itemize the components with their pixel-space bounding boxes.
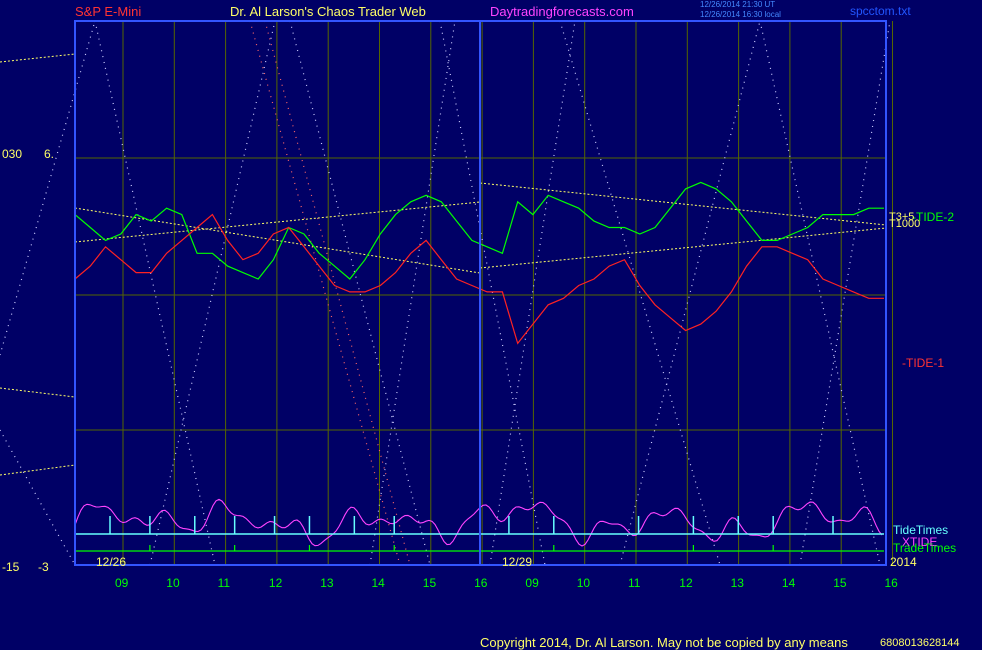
xtide-label: XTIDE (902, 535, 938, 549)
hour-tick-label: 16 (884, 576, 898, 590)
channel-left-bot (0, 464, 76, 476)
dot-a (0, 20, 96, 356)
dot-l (799, 20, 891, 566)
grid-lines (75, 21, 893, 565)
left-scale-label-030: 030 (2, 147, 23, 161)
time-band-dotted-lines (0, 20, 891, 566)
hour-tick-label: 10 (166, 576, 180, 590)
date-label-2: 12/29 (502, 555, 533, 569)
symbol-title: S&P E-Mini (75, 4, 142, 19)
channel-4 (479, 227, 887, 269)
year-label: 2014 (890, 555, 917, 569)
left-scale-label-minus15: -15 (2, 560, 20, 574)
hour-tick-label: 11 (628, 576, 641, 590)
left-scale-label-6: 6. (44, 147, 55, 161)
copyright-text: Copyright 2014, Dr. Al Larson. May not b… (480, 635, 848, 650)
dot-k (759, 20, 881, 566)
channel-lines (0, 53, 887, 476)
dot-d (149, 20, 276, 566)
serial-number: 6808013628144 (880, 637, 960, 649)
dot-b (94, 20, 216, 566)
hour-tick-label: 09 (115, 576, 129, 590)
website-link[interactable]: Daytradingforecasts.com (490, 4, 634, 19)
dot-c (0, 429, 76, 566)
t3-label: T3+5 (889, 211, 915, 223)
channel-1 (74, 207, 481, 274)
hour-tick-label: 14 (371, 576, 385, 590)
dot-e (289, 20, 431, 566)
hour-tick-label: 15 (833, 576, 847, 590)
hour-tick-label: 16 (474, 576, 488, 590)
hour-tick-label: 12 (268, 576, 283, 590)
channel-left-top (0, 53, 76, 63)
t1000-label: T1000 (889, 218, 921, 230)
hour-tick-label: 10 (576, 576, 591, 590)
tradetimes-label: TradeTimes (893, 541, 957, 555)
series-xtide-line (74, 498, 883, 547)
hour-tick-label: 09 (525, 576, 539, 590)
dot-red-a (249, 20, 401, 566)
dot-g (439, 20, 546, 566)
hour-tick-label: 15 (422, 576, 437, 590)
dot-f (369, 20, 456, 566)
hour-tick-label: 13 (320, 576, 334, 590)
dot-i (559, 20, 721, 566)
filename-label: spcctom.txt (850, 4, 911, 18)
dot-j (619, 20, 761, 566)
tidetimes-label: TideTimes (893, 523, 949, 537)
site-title: Dr. Al Larson's Chaos Trader Web (230, 4, 426, 19)
tide1-label: -TIDE-1 (902, 356, 944, 370)
hour-tick-label: 12 (679, 576, 693, 590)
channel-2 (74, 201, 481, 243)
channel-left-mid (0, 387, 76, 398)
tide2-label: -TIDE-2 (912, 210, 954, 224)
hour-tick-label: 13 (730, 576, 744, 590)
dot-red-b (264, 20, 411, 566)
timestamp-local: 12/26/2014 16:30 local (700, 10, 781, 19)
hour-tick-label: 11 (217, 576, 231, 590)
date-label-1: 12/26 (96, 555, 127, 569)
timestamp-utc: 12/26/2014 21:30 UT (700, 0, 776, 9)
left-scale-label-minus3: -3 (38, 560, 49, 574)
hour-tick-label: 14 (781, 576, 796, 590)
